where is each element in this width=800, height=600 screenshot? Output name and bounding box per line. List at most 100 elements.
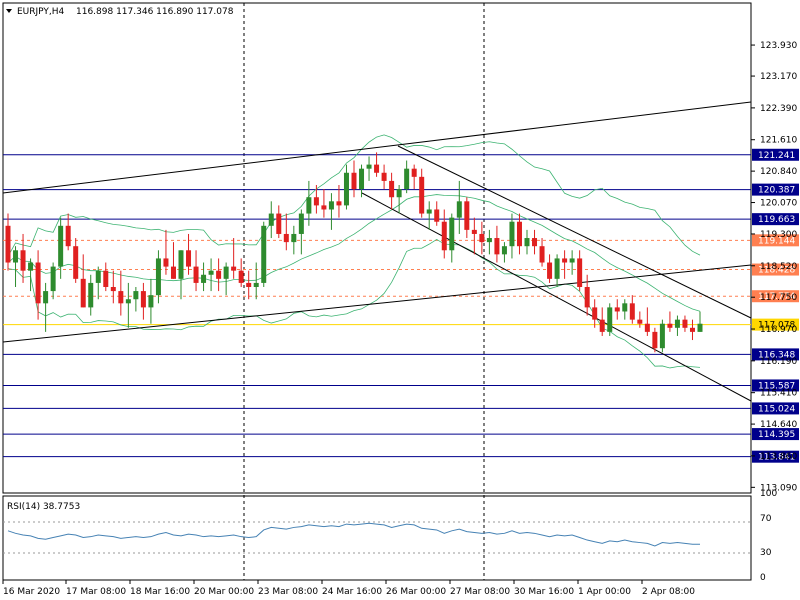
y-tick-label: 113.090 bbox=[760, 483, 797, 493]
candle-body bbox=[313, 197, 319, 206]
candle-body bbox=[607, 307, 613, 332]
price-level-label: 115.587 bbox=[758, 381, 795, 391]
candle-body bbox=[65, 225, 71, 247]
upper-channel-trendline[interactable] bbox=[2, 101, 752, 194]
candle-body bbox=[253, 282, 259, 287]
candle-body bbox=[246, 282, 252, 287]
x-tick-label: 24 Mar 16:00 bbox=[322, 587, 382, 597]
candle-body bbox=[351, 172, 357, 190]
candle-body bbox=[283, 233, 289, 243]
candle-body bbox=[584, 287, 590, 308]
candle-body bbox=[95, 270, 101, 283]
price-level-label: 116.348 bbox=[758, 350, 795, 360]
price-level-tag bbox=[752, 348, 799, 361]
price-level-tag bbox=[752, 379, 799, 392]
main-chart-frame bbox=[2, 2, 752, 494]
candle-body bbox=[359, 168, 365, 190]
rsi-label: RSI(14) 38.7753 bbox=[7, 502, 80, 512]
horizontal-lines-layer: 121.241 120.387 119.663 119.144 118.428 117.7… bbox=[3, 148, 799, 463]
candle-body bbox=[170, 266, 176, 279]
candle-body bbox=[577, 258, 583, 287]
price-level-tag bbox=[752, 428, 799, 441]
y-tick-label: 115.410 bbox=[760, 389, 797, 399]
candle-body bbox=[238, 270, 244, 283]
candle-body bbox=[50, 266, 56, 292]
lower-channel-trendline[interactable] bbox=[2, 264, 752, 343]
candle-body bbox=[223, 266, 229, 279]
candle-body bbox=[494, 238, 500, 255]
candle-body bbox=[419, 176, 425, 214]
candle-body bbox=[614, 307, 620, 312]
candle-body bbox=[103, 270, 109, 287]
price-axis: 123.930 123.170 122.390 121.610 120.840 120.0… bbox=[751, 41, 797, 493]
candle-body bbox=[682, 319, 688, 328]
price-level-label: 114.395 bbox=[758, 430, 795, 440]
bollinger-bands-layer bbox=[7, 134, 701, 369]
candle-body bbox=[659, 323, 665, 349]
x-tick-label: 18 Mar 16:00 bbox=[130, 587, 190, 597]
candle-body bbox=[88, 282, 94, 308]
candle-body bbox=[28, 262, 34, 271]
price-level-tag bbox=[752, 450, 799, 463]
candle-body bbox=[163, 258, 169, 267]
x-tick-label: 17 Mar 08:00 bbox=[66, 587, 126, 597]
y-tick-label: 123.170 bbox=[760, 72, 797, 82]
candle-body bbox=[464, 201, 470, 230]
candle-body bbox=[58, 225, 64, 267]
candle-body bbox=[306, 197, 312, 214]
candle-body bbox=[524, 238, 530, 247]
candle-body bbox=[155, 258, 161, 296]
time-axis: 16 Mar 2020 17 Mar 08:00 18 Mar 16:00 20 Ma… bbox=[2, 580, 695, 597]
descending-channel-bottom[interactable] bbox=[361, 192, 752, 402]
candle-body bbox=[328, 201, 334, 210]
rsi-tick-label: 100 bbox=[760, 489, 777, 499]
candle-body bbox=[426, 209, 432, 214]
candle-body bbox=[539, 246, 545, 263]
candle-body bbox=[389, 180, 395, 198]
candle-body bbox=[479, 233, 485, 243]
candle-body bbox=[652, 331, 658, 349]
candle-body bbox=[396, 189, 402, 198]
candle-body bbox=[674, 319, 680, 328]
candle-body bbox=[547, 262, 553, 279]
bollinger-middle-band bbox=[7, 194, 701, 312]
price-level-label: 118.428 bbox=[758, 266, 795, 276]
price-level-label: 119.144 bbox=[758, 236, 795, 246]
candle-body bbox=[449, 217, 455, 251]
y-tick-label: 119.300 bbox=[760, 230, 797, 240]
candle-body bbox=[411, 168, 417, 177]
candle-body bbox=[486, 238, 492, 243]
candle-body bbox=[509, 221, 515, 247]
descending-channel-top[interactable] bbox=[397, 145, 752, 319]
price-level-tag bbox=[752, 183, 799, 196]
candle-body bbox=[291, 233, 297, 243]
candle-body bbox=[456, 201, 462, 218]
candle-body bbox=[201, 274, 207, 283]
candle-body bbox=[697, 323, 703, 332]
candle-body bbox=[118, 291, 124, 304]
y-tick-label: 122.390 bbox=[760, 104, 797, 114]
candle-body bbox=[689, 327, 695, 332]
y-tick-label: 118.520 bbox=[760, 262, 797, 272]
candle-body bbox=[148, 295, 154, 308]
bollinger-lower-band bbox=[7, 238, 701, 369]
candle-body bbox=[261, 225, 267, 283]
price-level-tag bbox=[752, 148, 799, 161]
candle-body bbox=[298, 213, 304, 234]
y-tick-label: 120.070 bbox=[760, 199, 797, 209]
candle-body bbox=[140, 291, 146, 308]
candle-body bbox=[231, 266, 237, 271]
price-level-label: 120.387 bbox=[758, 186, 795, 196]
candle-body bbox=[178, 250, 184, 279]
symbol-dropdown-icon[interactable] bbox=[6, 9, 12, 13]
candle-body bbox=[268, 213, 274, 226]
candle-body bbox=[516, 221, 522, 247]
price-level-label: 119.663 bbox=[758, 215, 795, 225]
candle-body bbox=[622, 303, 628, 312]
price-level-tag bbox=[752, 234, 799, 247]
candle-body bbox=[216, 270, 222, 279]
y-tick-label: 116.190 bbox=[760, 357, 797, 367]
y-tick-label: 117.750 bbox=[760, 293, 797, 303]
candle-body bbox=[80, 278, 86, 308]
